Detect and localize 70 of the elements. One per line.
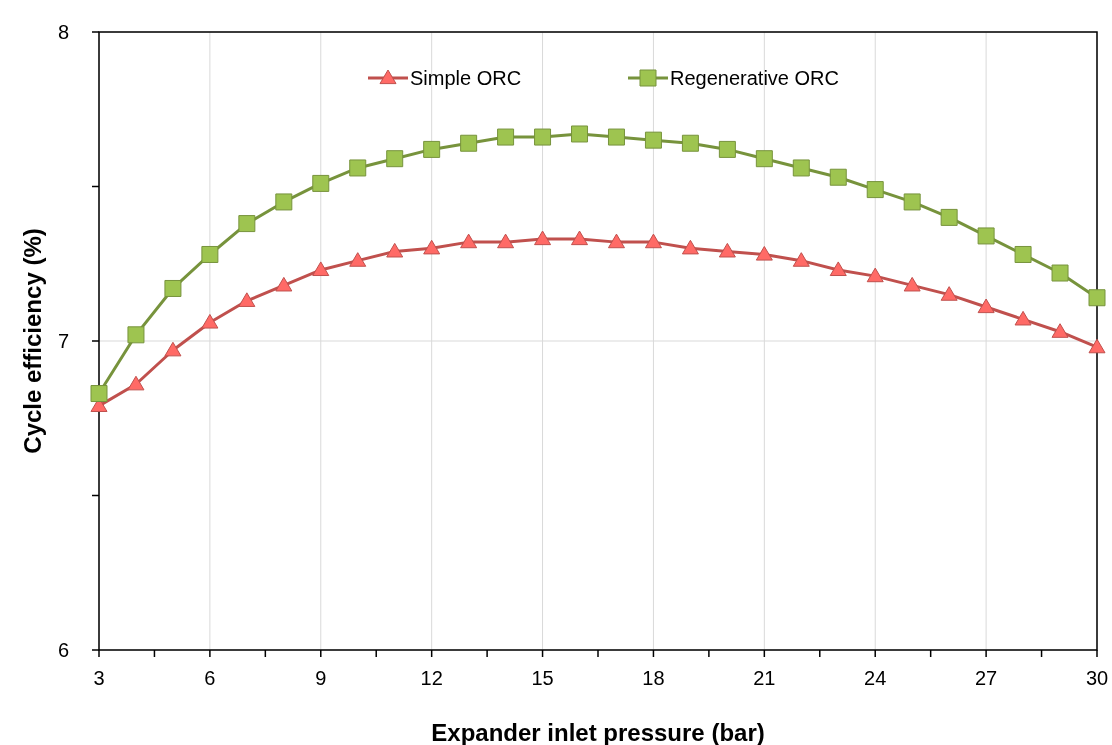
x-tick-label: 6 xyxy=(204,667,216,689)
point xyxy=(127,326,145,344)
legend-label: Simple ORC xyxy=(410,67,522,89)
point xyxy=(201,245,219,263)
point xyxy=(755,150,773,168)
point xyxy=(977,227,995,245)
point xyxy=(718,242,736,258)
x-tick-label: 3 xyxy=(93,667,105,689)
point xyxy=(829,168,847,186)
point xyxy=(349,159,367,177)
point xyxy=(940,286,958,301)
point xyxy=(164,341,182,357)
legend-label: Regenerative ORC xyxy=(670,67,839,89)
point xyxy=(275,276,293,292)
point xyxy=(829,261,847,277)
point xyxy=(571,230,589,246)
x-tick-label: 9 xyxy=(315,667,327,689)
point xyxy=(275,193,293,211)
point xyxy=(238,215,256,233)
point xyxy=(571,125,589,143)
point xyxy=(423,140,441,158)
x-tick-label: 30 xyxy=(1085,667,1109,689)
point xyxy=(497,128,515,146)
point xyxy=(644,233,662,249)
point xyxy=(1051,323,1069,338)
point xyxy=(681,239,699,255)
point xyxy=(1014,310,1032,326)
y-axis-title: Cycle efficiency (%) xyxy=(19,228,46,454)
x-tick-label: 18 xyxy=(642,667,665,689)
point xyxy=(755,245,773,261)
point xyxy=(718,140,736,158)
point xyxy=(534,230,552,246)
point xyxy=(460,134,478,152)
point xyxy=(238,292,256,307)
point xyxy=(1088,289,1106,307)
x-tick-label: 12 xyxy=(420,667,443,689)
point xyxy=(607,233,625,249)
x-tick-label: 24 xyxy=(864,667,887,689)
point xyxy=(792,159,810,177)
point xyxy=(386,242,404,258)
point xyxy=(1088,338,1106,354)
point xyxy=(1014,245,1032,263)
point xyxy=(497,233,515,249)
x-tick-label: 21 xyxy=(753,667,776,689)
point xyxy=(349,252,367,267)
x-tick-label: 15 xyxy=(531,667,554,689)
point xyxy=(644,131,662,149)
point xyxy=(866,181,884,199)
x-tick-label: 27 xyxy=(974,667,998,689)
point xyxy=(386,150,404,168)
point xyxy=(977,298,995,314)
point xyxy=(1051,264,1069,282)
point xyxy=(164,279,182,297)
y-tick-label: 6 xyxy=(57,639,69,661)
point xyxy=(607,128,625,146)
y-tick-label: 7 xyxy=(57,330,69,352)
y-tick-label: 8 xyxy=(57,21,69,43)
point xyxy=(681,134,699,152)
point xyxy=(127,375,145,391)
point xyxy=(423,239,441,255)
point xyxy=(201,313,219,329)
point xyxy=(312,174,330,192)
point xyxy=(312,261,330,277)
point xyxy=(903,193,921,211)
point xyxy=(460,233,478,249)
point xyxy=(792,252,810,267)
point xyxy=(940,208,958,226)
point xyxy=(903,276,921,292)
point xyxy=(866,267,884,283)
point xyxy=(534,128,552,146)
